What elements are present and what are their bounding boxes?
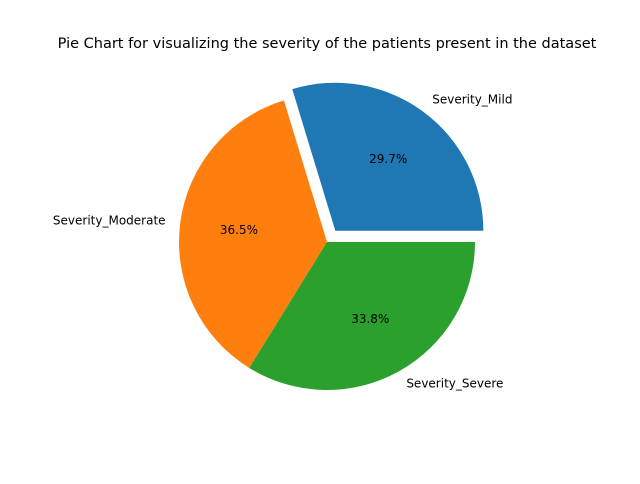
slice-percent-label: 36.5%	[220, 223, 258, 237]
slice-category-label: Severity_Mild	[432, 92, 512, 106]
slice-category-label: Severity_Severe	[406, 377, 503, 391]
pie-labels: Severity_Mild 29.7% Severity_Moderate 36.5%…	[53, 92, 513, 390]
slice-category-label: Severity_Moderate	[53, 214, 166, 228]
pie-slice-severity-mild	[292, 82, 484, 231]
pie-slices	[179, 82, 484, 390]
chart-title: Pie Chart for visualizing the severity o…	[58, 36, 597, 52]
pie-slice-severity-moderate	[179, 100, 327, 368]
pie-slice-severity-severe	[249, 242, 475, 390]
slice-percent-label: 33.8%	[351, 312, 389, 326]
slice-percent-label: 29.7%	[369, 152, 407, 166]
